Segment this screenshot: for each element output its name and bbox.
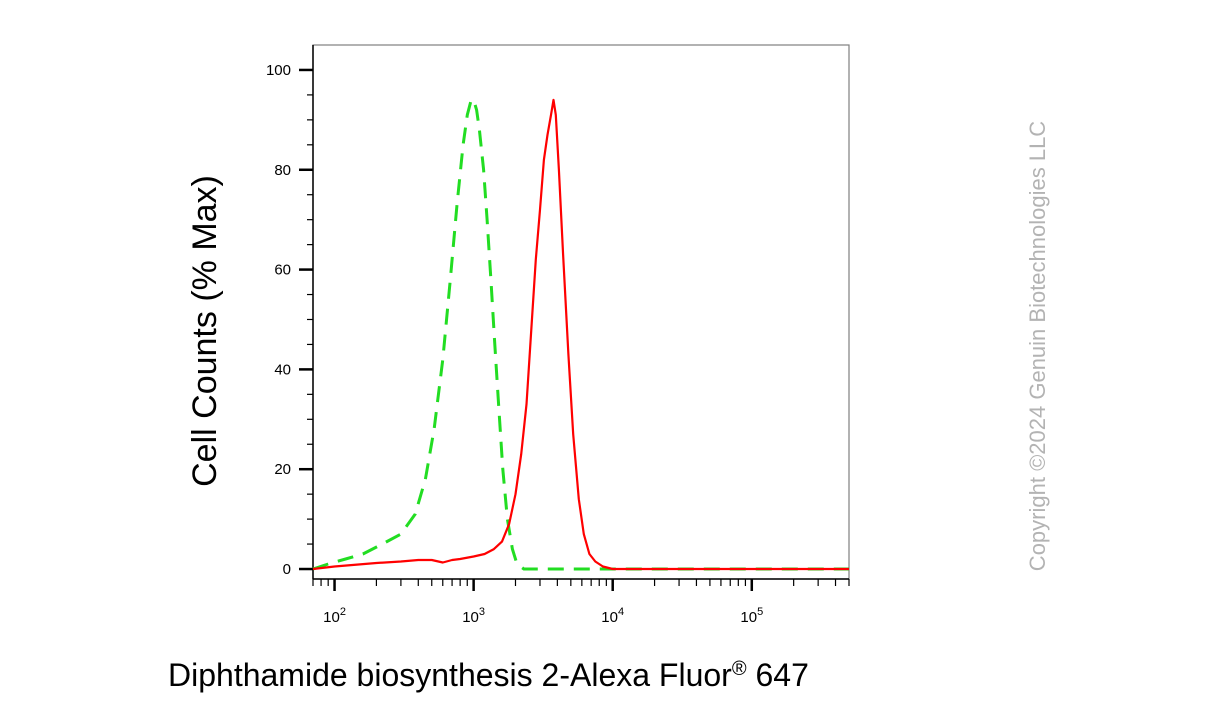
x-axis-title-main: Diphthamide biosynthesis 2-Alexa Fluor — [168, 657, 732, 693]
copyright-notice: Copyright ©2024 Genuin Biotechnologies L… — [1025, 121, 1050, 572]
y-axis-ticks: 0 20 40 60 80 100 — [266, 62, 313, 578]
y-tick-label: 20 — [274, 461, 291, 478]
y-tick-label: 40 — [274, 361, 291, 378]
y-tick-label: 100 — [266, 62, 291, 79]
x-axis-title-suffix: 647 — [747, 657, 809, 693]
y-tick-label: 80 — [274, 162, 291, 179]
y-axis-title: Cell Counts (% Max) — [186, 175, 224, 487]
x-tick-label: 102 — [323, 606, 346, 626]
x-axis-ticks: 102 103 104 105 — [312, 579, 850, 626]
x-tick-label: 104 — [601, 606, 624, 626]
series-layer — [312, 98, 849, 571]
y-tick-label: 60 — [274, 262, 291, 279]
x-tick-label: 105 — [740, 606, 763, 626]
series-solid-1 — [312, 98, 849, 571]
plot-frame — [312, 44, 850, 580]
x-axis-title: Diphthamide biosynthesis 2-Alexa Fluor® … — [168, 657, 809, 693]
x-axis-title-registered: ® — [732, 658, 747, 680]
series-dashed-0 — [312, 98, 849, 571]
x-tick-label: 103 — [462, 606, 485, 626]
y-tick-label: 0 — [283, 561, 291, 578]
